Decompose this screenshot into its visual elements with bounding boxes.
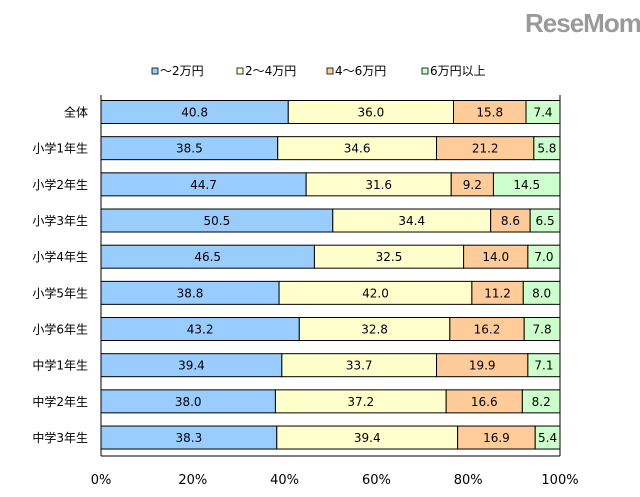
bar-segment — [527, 353, 561, 378]
data-label: 5.8 — [537, 142, 556, 156]
data-label: 50.5 — [204, 214, 231, 228]
bar-segment — [521, 389, 561, 414]
data-label: 32.5 — [376, 250, 403, 264]
data-label: 16.9 — [483, 431, 510, 445]
data-label: 34.4 — [398, 214, 425, 228]
data-label: 9.2 — [463, 178, 482, 192]
x-tick-label: 40% — [270, 473, 299, 488]
bar-segment — [533, 136, 561, 161]
bar-segment — [534, 425, 561, 450]
data-label: 38.8 — [177, 286, 204, 300]
x-tick-label: 20% — [178, 473, 207, 488]
data-label: 19.9 — [469, 359, 496, 373]
bar-segment — [492, 172, 561, 197]
data-label: 39.4 — [178, 359, 205, 373]
legend-label: 6万円以上 — [430, 64, 486, 78]
category-label: 小学3年生 — [32, 213, 88, 228]
category-label: 小学5年生 — [32, 285, 88, 300]
x-tick-label: 0% — [91, 473, 112, 488]
legend-label: 2～4万円 — [245, 64, 296, 78]
watermark-logo: ReseMom — [525, 8, 640, 38]
category-label: 中学3年生 — [32, 430, 88, 445]
category-label: 全体 — [64, 105, 88, 120]
category-label: 小学6年生 — [32, 322, 88, 337]
data-label: 11.2 — [484, 286, 511, 300]
data-label: 7.0 — [534, 250, 553, 264]
data-label: 14.5 — [513, 178, 540, 192]
data-label: 8.0 — [532, 286, 551, 300]
data-label: 31.6 — [365, 178, 392, 192]
bar-segment — [522, 280, 561, 305]
data-label: 16.2 — [474, 323, 501, 337]
data-label: 15.8 — [476, 106, 503, 120]
legend-swatch — [326, 67, 334, 75]
data-label: 34.6 — [344, 142, 371, 156]
bar-segment — [529, 208, 561, 233]
data-label: 8.6 — [501, 214, 520, 228]
data-label: 43.2 — [187, 323, 214, 337]
data-label: 8.2 — [532, 395, 551, 409]
category-label: 小学1年生 — [32, 141, 88, 156]
x-tick-label: 60% — [362, 473, 391, 488]
data-label: 7.1 — [534, 359, 553, 373]
legend-swatch — [236, 67, 244, 75]
data-label: 21.2 — [472, 142, 499, 156]
data-label: 16.6 — [471, 395, 498, 409]
data-label: 46.5 — [194, 250, 221, 264]
legend-label: 4～6万円 — [335, 64, 386, 78]
data-label: 5.4 — [538, 431, 557, 445]
category-label: 中学2年生 — [32, 394, 88, 409]
category-label: 小学4年生 — [32, 249, 88, 264]
x-tick-label: 80% — [454, 473, 483, 488]
data-label: 44.7 — [190, 178, 217, 192]
data-label: 7.8 — [533, 323, 552, 337]
legend-swatch — [151, 67, 159, 75]
category-label: 中学1年生 — [32, 358, 88, 373]
data-label: 6.5 — [536, 214, 555, 228]
bar-segment — [527, 244, 561, 269]
data-label: 32.8 — [361, 323, 388, 337]
x-tick-label: 100% — [541, 473, 578, 488]
data-label: 42.0 — [362, 286, 389, 300]
data-label: 38.5 — [176, 142, 203, 156]
legend-swatch — [421, 67, 429, 75]
bar-segment — [523, 317, 561, 342]
bar-segment — [525, 100, 561, 124]
data-label: 37.2 — [347, 395, 374, 409]
data-label: 14.0 — [482, 250, 509, 264]
legend-label: ～2万円 — [160, 64, 204, 78]
data-label: 7.4 — [533, 106, 552, 120]
data-label: 38.3 — [176, 431, 203, 445]
category-label: 小学2年生 — [32, 177, 88, 192]
data-label: 39.4 — [354, 431, 381, 445]
data-label: 40.8 — [181, 106, 208, 120]
data-label: 36.0 — [358, 106, 385, 120]
data-label: 38.0 — [175, 395, 202, 409]
data-label: 33.7 — [346, 359, 373, 373]
